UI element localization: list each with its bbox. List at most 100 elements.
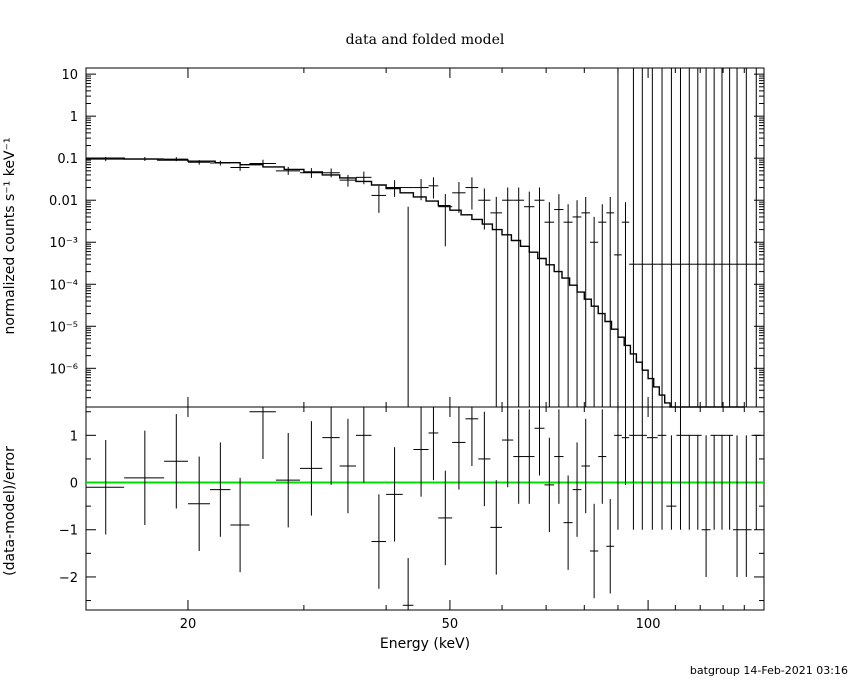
upper-data-point xyxy=(710,68,718,407)
model-step-line xyxy=(86,157,745,408)
residual-data-point xyxy=(275,432,301,528)
residual-data-point xyxy=(629,407,638,530)
residual-data-point xyxy=(621,407,630,485)
residual-data-point xyxy=(452,407,466,490)
upper-data-point xyxy=(230,164,250,171)
residual-data-point xyxy=(339,418,357,514)
residual-data-point xyxy=(187,456,210,551)
upper-data-point xyxy=(646,68,658,407)
residual-data-point xyxy=(733,435,741,577)
residual-data-point xyxy=(230,477,250,573)
residual-data-point xyxy=(322,407,340,485)
residual-data-point xyxy=(614,407,622,530)
upper-data-point xyxy=(490,196,503,407)
lower-y-tick-label: −2 xyxy=(59,571,78,586)
residual-data-point xyxy=(572,442,582,537)
upper-data-point xyxy=(621,202,630,407)
footer-text: batgroup 14-Feb-2021 03:16 xyxy=(690,664,848,677)
x-axis-label: Energy (keV) xyxy=(380,636,470,652)
chart-title: data and folded model xyxy=(346,32,505,48)
residual-data-point xyxy=(490,480,503,575)
upper-data-point xyxy=(598,204,607,407)
residual-data-point xyxy=(513,409,525,504)
residual-data-point xyxy=(666,435,677,530)
upper-y-axis-label: normalized counts s⁻¹ keV⁻¹ xyxy=(2,137,18,334)
lower-y-tick-label: 1 xyxy=(70,429,78,444)
upper-data-point xyxy=(666,68,677,407)
upper-data-point xyxy=(465,177,479,210)
upper-data-point xyxy=(86,156,125,162)
residual-data-point xyxy=(726,434,734,530)
residual-data-point xyxy=(534,407,545,476)
residual-data-point xyxy=(684,434,694,530)
upper-data-point xyxy=(438,194,453,247)
upper-data-point xyxy=(300,168,323,178)
residual-data-point xyxy=(563,475,573,570)
residual-data-point xyxy=(710,434,718,530)
residual-data-point xyxy=(693,434,702,530)
upper-data-point xyxy=(751,68,761,407)
residual-data-point xyxy=(413,407,429,497)
upper-data-point xyxy=(544,202,555,407)
x-tick-label: 20 xyxy=(180,617,197,632)
residual-data-point xyxy=(478,411,491,507)
upper-data-point xyxy=(581,196,590,407)
residual-data-point xyxy=(402,558,414,610)
residual-data-point xyxy=(386,447,403,542)
residual-data-point xyxy=(554,409,564,504)
residual-data-point xyxy=(438,470,453,566)
upper-data-point xyxy=(726,68,734,407)
residual-data-point xyxy=(606,499,615,594)
x-axis-ticks: 20 50 100 xyxy=(180,68,745,632)
residual-data-point xyxy=(751,434,761,530)
residual-data-point xyxy=(657,407,667,530)
upper-data-point xyxy=(164,157,188,162)
upper-data-point xyxy=(209,160,231,166)
residual-data-point xyxy=(740,435,752,577)
upper-y-tick-label: 0.1 xyxy=(57,152,78,167)
upper-y-tick-label: 0.01 xyxy=(49,194,78,209)
upper-data-point xyxy=(534,187,545,407)
upper-data-point xyxy=(563,204,573,407)
residual-data-point xyxy=(356,407,372,483)
lower-panel: 1 0 −1 −2 xyxy=(59,406,765,611)
upper-data-point xyxy=(249,159,276,168)
upper-data-point xyxy=(275,166,301,175)
upper-data-point xyxy=(402,187,414,407)
residual-data-point xyxy=(428,407,439,481)
upper-data-point xyxy=(478,188,491,230)
lower-y-tick-label: −1 xyxy=(59,524,78,539)
upper-data-point xyxy=(637,68,647,407)
residual-data-point xyxy=(581,418,590,514)
lower-plot-frame xyxy=(85,406,765,611)
upper-data-point xyxy=(413,178,429,201)
upper-data-point xyxy=(187,160,210,165)
residual-data-point xyxy=(544,437,555,533)
upper-data-point xyxy=(701,68,711,407)
residual-data-point xyxy=(465,407,479,467)
residual-data-point xyxy=(249,407,276,459)
upper-data-point xyxy=(572,200,582,407)
upper-data-point xyxy=(717,68,727,407)
upper-data-point xyxy=(733,68,741,407)
upper-data-point xyxy=(452,182,466,213)
residual-data-point xyxy=(701,435,711,577)
upper-data-point xyxy=(676,68,685,407)
upper-data-point xyxy=(740,68,752,407)
upper-y-tick-label: 1 xyxy=(70,110,78,125)
upper-data-point xyxy=(356,171,372,185)
upper-data-point xyxy=(606,196,615,407)
residual-data-point xyxy=(86,440,125,535)
upper-data-point xyxy=(554,194,564,407)
residual-data-point xyxy=(164,414,188,509)
upper-data-point xyxy=(124,156,165,161)
upper-y-tick-label: 10 xyxy=(61,68,78,83)
upper-y-tick-label: 10⁻³ xyxy=(49,236,78,251)
upper-data-point xyxy=(684,68,694,407)
residual-data-point xyxy=(124,430,165,526)
residual-data-point xyxy=(646,407,658,530)
residual-data-point xyxy=(637,407,647,530)
upper-data-point xyxy=(339,174,357,187)
upper-data-point xyxy=(524,191,535,407)
